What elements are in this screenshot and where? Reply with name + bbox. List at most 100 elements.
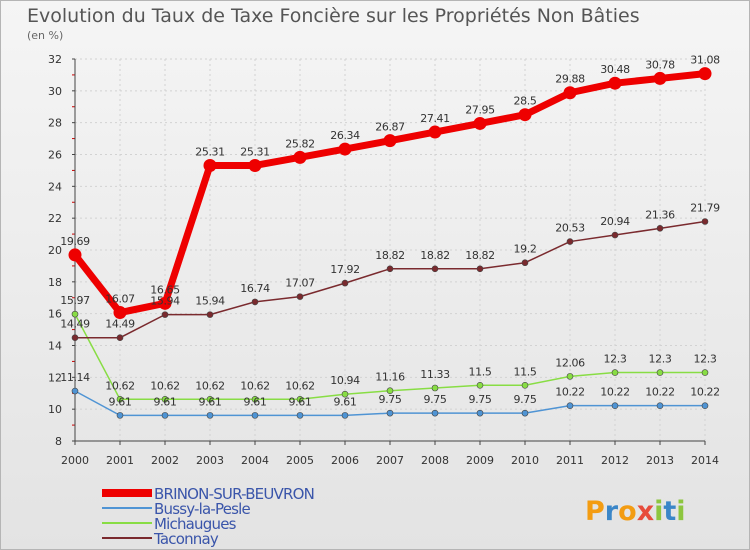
data-point-michaugues — [521, 381, 529, 389]
y-tick-label: 14 — [48, 340, 62, 353]
logo-letter: r — [605, 496, 619, 527]
data-label-michaugues: 10.62 — [105, 379, 135, 392]
data-point-michaugues — [431, 384, 439, 392]
legend-label: BRINON-SUR-BEUVRON — [154, 485, 314, 503]
data-label-bussy-la-pesle: 9.75 — [379, 393, 402, 406]
data-label-taconnay: 14.49 — [105, 318, 135, 331]
data-label-michaugues: 10.62 — [285, 379, 315, 392]
y-tick-label: 20 — [48, 244, 62, 257]
data-point-michaugues — [386, 387, 394, 395]
data-label-michaugues: 10.62 — [240, 379, 270, 392]
y-axis-unit-label: (en %) — [27, 29, 63, 42]
data-point-brinon-sur-beuvron — [383, 134, 397, 148]
x-tick-label: 2006 — [331, 454, 359, 467]
data-label-brinon-sur-beuvron: 25.31 — [195, 145, 225, 158]
x-tick-label: 2007 — [376, 454, 404, 467]
data-label-bussy-la-pesle: 11.14 — [60, 371, 90, 384]
data-point-bussy-la-pesle — [476, 409, 484, 417]
data-label-brinon-sur-beuvron: 25.82 — [285, 137, 315, 150]
x-tick-label: 2001 — [106, 454, 134, 467]
data-point-brinon-sur-beuvron — [698, 67, 712, 81]
logo-letter: i — [676, 496, 685, 527]
y-tick-label: 24 — [48, 180, 62, 193]
data-point-taconnay — [206, 311, 214, 318]
data-label-brinon-sur-beuvron: 30.78 — [645, 58, 675, 71]
x-tick-label: 2002 — [151, 454, 179, 467]
data-point-michaugues — [656, 369, 664, 376]
data-label-bussy-la-pesle: 9.61 — [154, 395, 177, 408]
data-point-bussy-la-pesle — [341, 412, 349, 419]
data-point-taconnay — [701, 218, 709, 225]
data-point-michaugues — [341, 390, 349, 398]
data-point-bussy-la-pesle — [71, 387, 79, 395]
data-point-taconnay — [521, 259, 529, 267]
data-point-brinon-sur-beuvron — [428, 125, 442, 139]
data-point-michaugues — [251, 395, 259, 403]
legend-label: Bussy-la-Pesle — [154, 500, 251, 518]
data-point-taconnay — [656, 225, 664, 232]
data-label-michaugues: 11.5 — [469, 365, 492, 378]
legend-label: Taconnay — [153, 530, 219, 548]
y-tick-label: 28 — [48, 117, 62, 130]
data-point-michaugues — [206, 395, 214, 403]
data-point-taconnay — [296, 293, 304, 300]
y-tick-label: 30 — [48, 85, 62, 98]
data-point-bussy-la-pesle — [296, 412, 304, 419]
data-label-taconnay: 18.82 — [375, 249, 405, 262]
data-point-bussy-la-pesle — [611, 402, 619, 409]
data-point-taconnay — [71, 334, 79, 342]
y-tick-label: 32 — [48, 53, 62, 66]
data-point-brinon-sur-beuvron — [653, 71, 667, 85]
data-point-bussy-la-pesle — [431, 409, 439, 417]
y-tick-label: 10 — [48, 403, 62, 416]
data-label-bussy-la-pesle: 9.75 — [469, 393, 492, 406]
data-label-brinon-sur-beuvron: 27.95 — [465, 103, 495, 116]
y-tick-label: 12 — [48, 371, 62, 384]
logo-letter: P — [585, 496, 605, 527]
data-label-taconnay: 20.94 — [600, 215, 630, 228]
data-point-brinon-sur-beuvron — [518, 108, 532, 122]
data-point-bussy-la-pesle — [251, 412, 259, 419]
data-point-brinon-sur-beuvron — [113, 306, 127, 320]
data-label-bussy-la-pesle: 9.61 — [109, 395, 132, 408]
data-label-taconnay: 21.36 — [645, 208, 675, 221]
data-point-taconnay — [341, 279, 349, 287]
data-point-taconnay — [161, 311, 169, 318]
data-label-michaugues: 10.62 — [150, 379, 180, 392]
data-label-bussy-la-pesle: 9.61 — [334, 395, 357, 408]
data-label-taconnay: 14.49 — [60, 318, 90, 331]
data-labels: 11.14 9.61 9.61 9.61 9.61 9.61 9.61 9.75 9.75 9.7… — [60, 54, 720, 409]
data-label-brinon-sur-beuvron: 16.07 — [105, 293, 135, 306]
y-tick-label: 22 — [48, 212, 62, 225]
data-label-brinon-sur-beuvron: 25.31 — [240, 145, 270, 158]
data-point-bussy-la-pesle — [701, 402, 709, 409]
data-label-brinon-sur-beuvron: 29.88 — [555, 73, 585, 86]
data-label-bussy-la-pesle: 10.22 — [555, 386, 585, 399]
data-label-bussy-la-pesle: 9.61 — [199, 395, 222, 408]
legend-label: Michaugues — [154, 515, 237, 533]
data-label-michaugues: 10.94 — [330, 374, 360, 387]
logo-letter: i — [654, 496, 663, 527]
data-label-brinon-sur-beuvron: 16.65 — [150, 283, 180, 296]
x-tick-label: 2003 — [196, 454, 224, 467]
series-lines — [68, 67, 712, 419]
data-point-brinon-sur-beuvron — [338, 142, 352, 156]
x-tick-label: 2010 — [511, 454, 539, 467]
data-point-bussy-la-pesle — [566, 402, 574, 409]
data-point-taconnay — [476, 265, 484, 273]
data-point-taconnay — [566, 238, 574, 245]
data-label-brinon-sur-beuvron: 19.69 — [60, 235, 90, 248]
data-label-bussy-la-pesle: 9.75 — [424, 393, 447, 406]
data-point-bussy-la-pesle — [116, 412, 124, 419]
data-label-bussy-la-pesle: 9.61 — [244, 395, 267, 408]
y-tick-label: 18 — [48, 276, 62, 289]
data-label-taconnay: 19.2 — [514, 243, 537, 256]
data-label-taconnay: 15.94 — [150, 295, 180, 308]
data-point-taconnay — [611, 231, 619, 239]
data-point-brinon-sur-beuvron — [68, 248, 82, 262]
data-point-bussy-la-pesle — [656, 402, 664, 409]
data-label-bussy-la-pesle: 9.61 — [289, 395, 312, 408]
data-point-brinon-sur-beuvron — [248, 158, 262, 172]
data-label-brinon-sur-beuvron: 28.5 — [514, 95, 537, 108]
